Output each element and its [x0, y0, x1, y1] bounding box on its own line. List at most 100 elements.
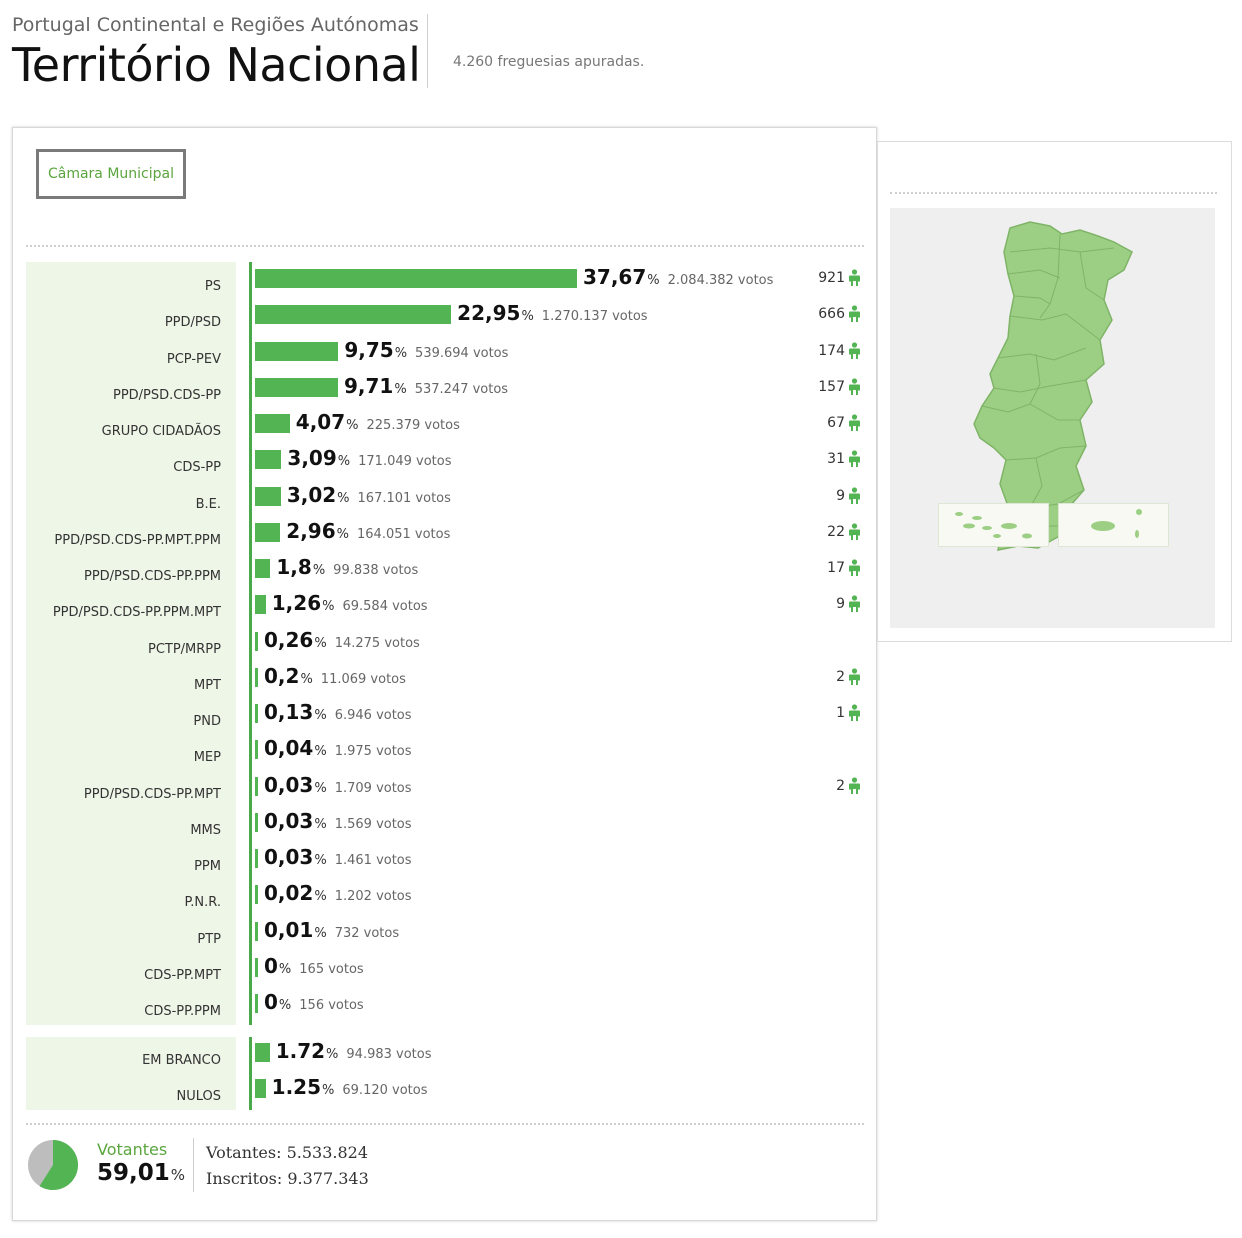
party-percentage: 0,03 — [264, 772, 314, 797]
party-name: PTP — [197, 931, 221, 947]
other-name: EM BRANCO — [142, 1053, 221, 1068]
percent-sign: % — [314, 889, 327, 905]
divider-top — [26, 245, 864, 247]
percent-sign: % — [278, 998, 292, 1013]
island — [1135, 530, 1139, 538]
party-row: PCP-PEV 9,75% 539.694 votos 174 — [13, 338, 876, 374]
party-votes: 11.069 votos — [320, 671, 406, 687]
party-name: CDS-PP.MPT — [144, 967, 221, 983]
party-row: B.E. 3,02% 167.101 votos 9 — [13, 483, 876, 519]
party-bar — [255, 377, 338, 397]
percent-sign: % — [326, 1047, 339, 1062]
party-name: CDS-PP — [173, 460, 221, 476]
party-percentage: 9,75 — [344, 337, 394, 362]
portugal-mainland-map[interactable] — [890, 208, 1215, 628]
party-name: MMS — [190, 822, 221, 838]
person-icon — [847, 523, 862, 540]
person-icon — [847, 341, 862, 359]
party-votes: 165 votos — [299, 961, 364, 977]
seats-count: 31 — [827, 451, 845, 468]
other-votes: 69.120 votos — [342, 1083, 428, 1098]
party-value-label: 0,26% 14.275 votos — [264, 628, 420, 652]
person-icon — [847, 595, 862, 613]
percent-sign: % — [314, 816, 327, 832]
person-icon — [847, 305, 862, 323]
party-votes: 14.275 votos — [334, 635, 420, 651]
party-name: MPT — [194, 677, 221, 693]
party-row: PS 37,67% 2.084.382 votos 921 — [13, 265, 876, 301]
party-name: GRUPO CIDADÃOS — [101, 424, 221, 439]
party-name: PS — [204, 279, 221, 294]
party-value-label: 0,03% 1.461 votos — [264, 845, 412, 869]
party-name: B.E. — [195, 496, 221, 512]
party-name: P.N.R. — [184, 895, 221, 911]
votantes-percentage: 59,01% — [97, 1160, 185, 1186]
party-votes: 99.838 votos — [333, 563, 419, 578]
other-name: NULOS — [176, 1089, 221, 1104]
others-labels-background — [26, 1037, 236, 1110]
results-panel: Câmara Municipal PS 37,67% 2.084.382 votos… — [12, 127, 877, 1221]
party-votes: 1.270.137 votos — [541, 309, 648, 325]
percent-sign: % — [312, 563, 326, 578]
party-name: PPD/PSD.CDS-PP.PPM.MPT — [52, 605, 221, 621]
party-bar — [255, 631, 258, 651]
island — [972, 516, 982, 520]
party-row: P.N.R. 0,02% 1.202 votos — [13, 881, 876, 917]
other-bar — [255, 1043, 270, 1062]
party-name: PND — [193, 714, 221, 729]
party-value-label: 2,96% 164.051 votos — [286, 519, 450, 543]
party-percentage: 0,03 — [264, 845, 314, 869]
person-icon — [847, 704, 862, 721]
camara-municipal-tab[interactable]: Câmara Municipal — [36, 149, 186, 199]
seats-count: 67 — [827, 415, 845, 431]
seats-count: 22 — [827, 523, 845, 540]
party-votes: 1.709 votos — [334, 780, 412, 796]
votantes-pct-value: 59,01 — [97, 1160, 170, 1186]
person-icon — [847, 776, 862, 794]
party-bar — [255, 486, 281, 506]
party-row: PPD/PSD.CDS-PP.PPM.MPT 1,26% 69.584 votos 9 — [13, 591, 876, 627]
party-value-label: 0% 156 votos — [264, 990, 364, 1014]
island — [982, 526, 992, 530]
party-row: CDS-PP.PPM 0% 156 votos — [13, 990, 876, 1026]
votantes-total: Votantes: 5.533.824 — [206, 1143, 369, 1162]
party-percentage: 0 — [264, 990, 278, 1014]
seats-count: 174 — [818, 342, 845, 359]
island — [1091, 521, 1115, 531]
party-row: PTP 0,01% 732 votos — [13, 918, 876, 954]
other-value-label: 1.72% 94.983 votos — [276, 1039, 432, 1063]
madeira-map[interactable] — [1058, 503, 1169, 547]
island — [955, 512, 963, 516]
percent-sign: % — [314, 744, 327, 760]
other-value-label: 1.25% 69.120 votos — [272, 1075, 428, 1099]
map-divider — [890, 192, 1217, 194]
percent-sign: % — [314, 925, 327, 941]
party-row: PPD/PSD.CDS-PP 9,71% 537.247 votos 157 — [13, 374, 876, 410]
percent-sign: % — [314, 635, 327, 651]
district-border — [1009, 247, 1115, 253]
island — [963, 523, 975, 529]
party-bar — [255, 305, 452, 325]
person-icon — [847, 269, 862, 286]
person-icon — [847, 378, 862, 395]
party-bar — [255, 704, 258, 723]
party-name: PPD/PSD — [164, 315, 221, 331]
party-percentage: 1,8 — [276, 555, 312, 579]
party-value-label: 0,04% 1.975 votos — [264, 736, 412, 760]
party-votes: 69.584 votos — [342, 599, 428, 615]
freguesias-count: 4.260 freguesias apuradas. — [453, 54, 645, 70]
percent-sign: % — [394, 381, 407, 397]
island — [1136, 509, 1142, 515]
party-name: PPD/PSD.CDS-PP.MPT — [83, 786, 221, 802]
party-percentage: 0,03 — [264, 808, 314, 833]
azores-map[interactable] — [938, 503, 1049, 547]
person-icon — [847, 559, 862, 576]
votantes-label: Votantes — [97, 1140, 168, 1159]
island — [1022, 533, 1032, 539]
seats-count: 2 — [836, 777, 845, 794]
party-percentage: 37,67 — [583, 265, 647, 289]
other-percentage: 1.72 — [275, 1039, 326, 1063]
party-bar — [255, 957, 258, 977]
party-bar — [255, 595, 266, 615]
party-percentage: 0 — [264, 953, 278, 978]
